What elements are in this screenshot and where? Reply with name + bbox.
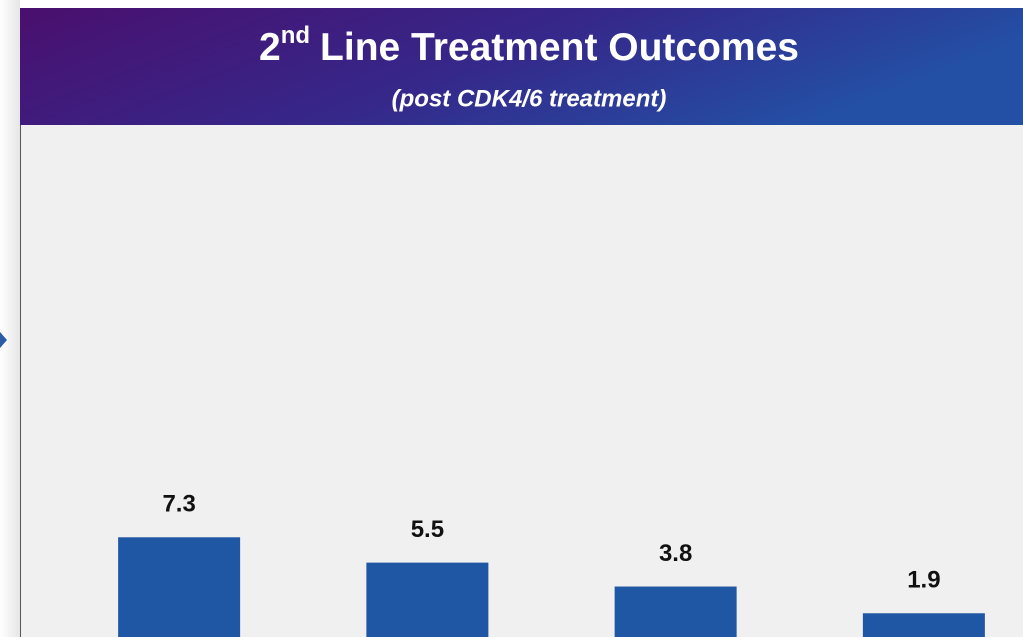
title-text: Line Treatment Outcomes bbox=[320, 26, 799, 69]
data-label: 7.3 bbox=[162, 491, 195, 518]
bar bbox=[118, 537, 241, 637]
chart-subtitle: (post CDK4/6 treatment) bbox=[392, 85, 667, 112]
left-margin bbox=[0, 0, 20, 637]
plot: 7.3 5.5 3.8 1.9 bbox=[118, 491, 985, 637]
title-suffix: nd bbox=[281, 22, 310, 49]
bar bbox=[862, 613, 985, 637]
header bbox=[20, 8, 1023, 125]
side-arrow bbox=[0, 332, 7, 348]
data-label: 1.9 bbox=[907, 567, 940, 594]
chart-title: 2nd Line Treatment Outcomes bbox=[259, 22, 799, 69]
bar bbox=[366, 562, 489, 637]
bar bbox=[614, 586, 737, 637]
data-label: 5.5 bbox=[411, 516, 444, 543]
title-number: 2 bbox=[259, 26, 281, 69]
data-label: 3.8 bbox=[659, 540, 692, 567]
